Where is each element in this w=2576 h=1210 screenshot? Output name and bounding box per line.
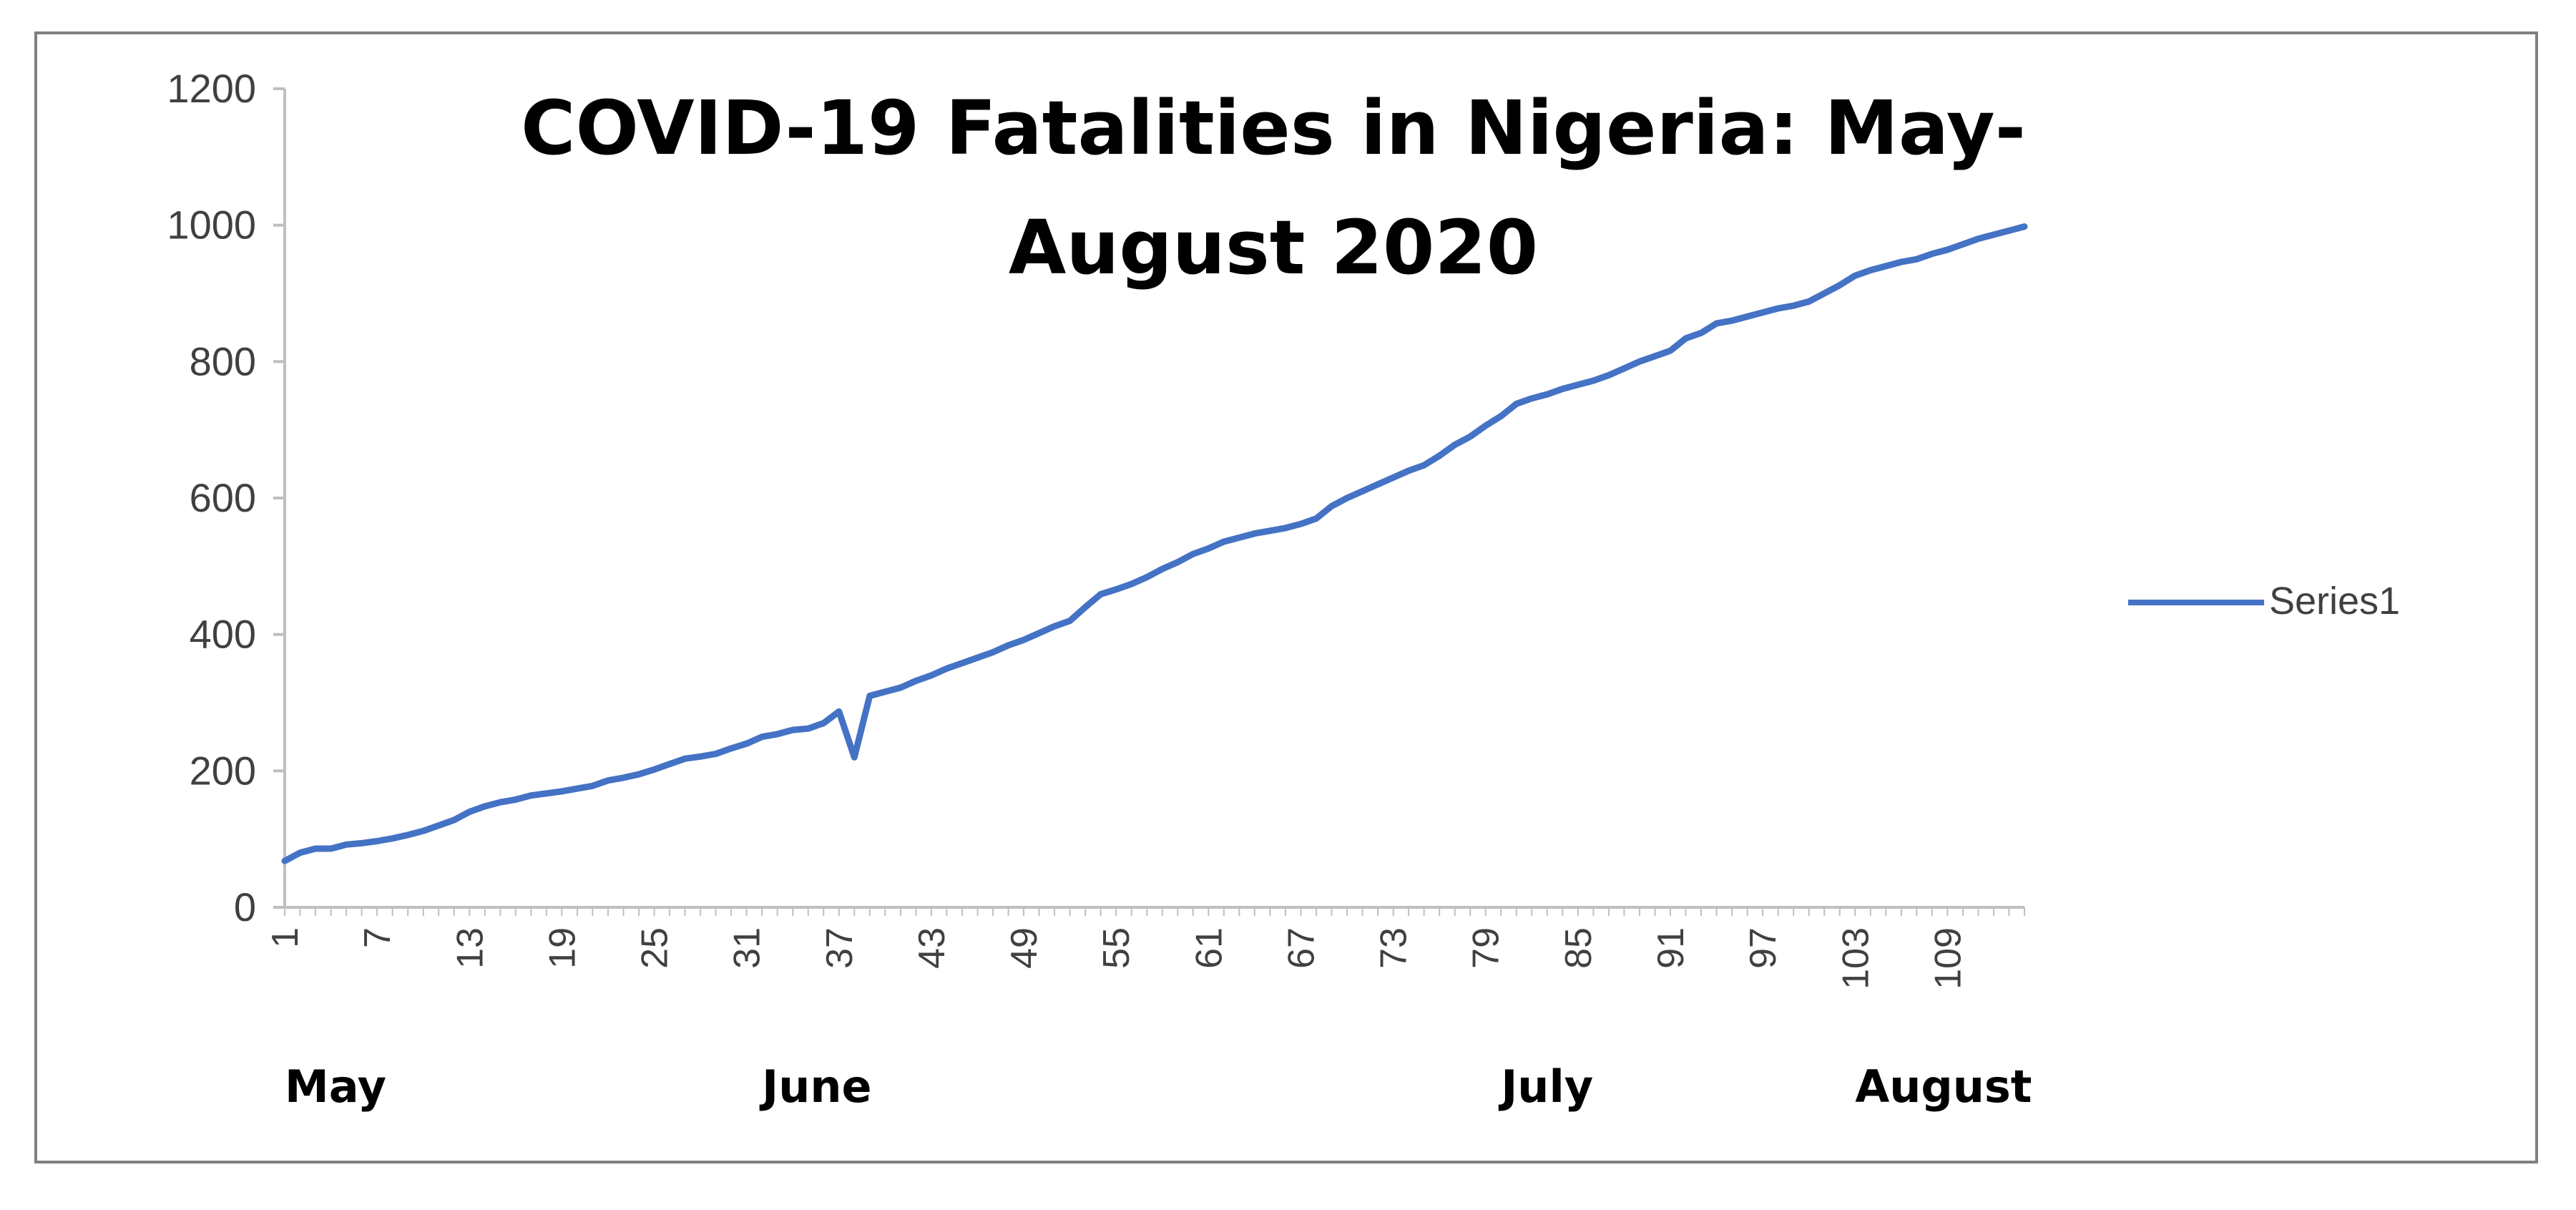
x-tick-label: 61 <box>1188 927 1230 969</box>
x-tick-label: 19 <box>542 927 583 969</box>
month-label: May <box>285 1060 386 1113</box>
month-label: August <box>1855 1060 2032 1113</box>
chart-title-line-2: August 2020 <box>1009 204 1538 291</box>
legend-label-series1: Series1 <box>2269 580 2400 623</box>
x-tick-label: 49 <box>1004 927 1045 969</box>
x-tick-label: 1 <box>265 927 306 948</box>
chart-frame <box>34 31 2538 1163</box>
series-line-1 <box>281 223 2028 864</box>
y-tick-label: 200 <box>190 748 256 793</box>
x-tick-label: 85 <box>1558 927 1600 969</box>
x-tick-label: 55 <box>1096 927 1137 969</box>
x-tick-label: 25 <box>635 927 676 969</box>
y-tick-label: 1000 <box>167 203 256 248</box>
chart-title-line-1: COVID-19 Fatalities in Nigeria: May- <box>521 84 2026 172</box>
x-tick-label: 73 <box>1373 927 1415 969</box>
y-tick-label: 600 <box>190 475 256 520</box>
chart-title: COVID-19 Fatalities in Nigeria: May- Aug… <box>521 84 2026 291</box>
y-tick-label: 800 <box>190 338 256 384</box>
x-tick-label: 109 <box>1927 927 1969 990</box>
x-tick-label: 13 <box>449 927 491 969</box>
x-tick-label: 31 <box>727 927 768 969</box>
y-axis-ticks: 0 200 400 600 800 1000 1200 <box>167 66 285 930</box>
x-axis-ticks: 1 7 13 19 25 31 37 43 49 55 61 67 73 79 85 91 97 103 109 <box>265 907 2025 990</box>
x-tick-label: 91 <box>1650 927 1692 969</box>
x-tick-label: 103 <box>1835 927 1876 990</box>
x-tick-label: 37 <box>819 927 861 969</box>
series-lines <box>281 223 2028 864</box>
x-tick-label: 79 <box>1466 927 1507 969</box>
x-tick-label: 67 <box>1280 927 1322 969</box>
x-tick-label: 43 <box>911 927 953 969</box>
month-labels: May June July August <box>285 1060 2032 1113</box>
y-tick-label: 0 <box>234 884 256 930</box>
month-label: July <box>1498 1060 1593 1113</box>
x-tick-label: 97 <box>1743 927 1784 969</box>
y-tick-label: 1200 <box>167 66 256 111</box>
month-label: June <box>759 1060 871 1113</box>
y-tick-label: 400 <box>190 612 256 657</box>
legend: Series1 <box>2128 580 2400 623</box>
x-tick-label: 7 <box>357 927 398 948</box>
